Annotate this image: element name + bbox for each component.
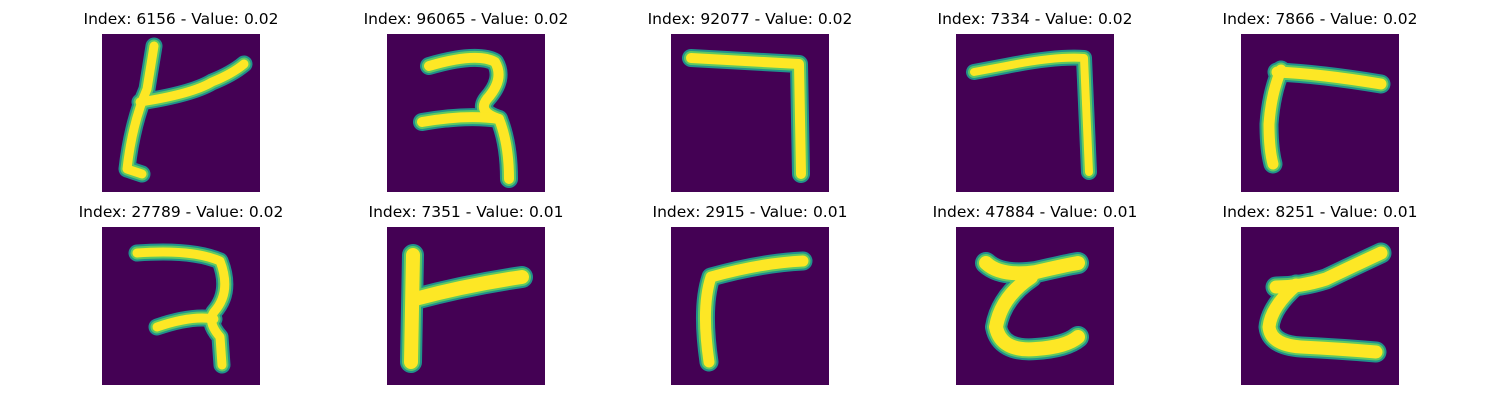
glyph-strokes xyxy=(966,49,1097,180)
glyph-stroke xyxy=(686,53,806,179)
glyph-strokes xyxy=(400,244,533,373)
digit-image xyxy=(956,34,1114,192)
glyph-stroke xyxy=(970,53,1093,176)
glyph-stroke xyxy=(979,256,1085,281)
panel-title: Index: 47884 - Value: 0.01 xyxy=(932,203,1138,221)
glyph-stroke xyxy=(132,247,230,370)
digit-image xyxy=(102,227,260,385)
glyph-strokes xyxy=(975,252,1089,361)
digit-panel-5: Index: 7866 - Value: 0.02 xyxy=(1223,10,1417,192)
digit-panel-6: Index: 27789 - Value: 0.02 xyxy=(79,203,283,385)
panel-title: Index: 8251 - Value: 0.01 xyxy=(1222,203,1418,221)
glyph-stroke xyxy=(1263,64,1287,170)
glyph-stroke xyxy=(404,248,420,369)
digit-panel-3: Index: 92077 - Value: 0.02 xyxy=(648,10,852,192)
panel-title: Index: 7866 - Value: 0.02 xyxy=(1222,10,1418,28)
glyph-strokes xyxy=(695,251,813,372)
glyph-stroke xyxy=(424,52,504,124)
glyph-strokes xyxy=(128,243,234,374)
digit-image xyxy=(387,227,545,385)
panel-title: Index: 92077 - Value: 0.02 xyxy=(647,10,853,28)
glyph-stroke xyxy=(408,270,529,306)
panel-title: Index: 7334 - Value: 0.02 xyxy=(937,10,1133,28)
digit-image xyxy=(1241,34,1399,192)
glyph-strokes xyxy=(413,48,518,188)
digit-image xyxy=(1241,227,1399,385)
glyph-stroke xyxy=(135,59,249,107)
panel-title: Index: 7351 - Value: 0.01 xyxy=(368,203,564,221)
panel-title: Index: 96065 - Value: 0.02 xyxy=(363,10,569,28)
panel-title: Index: 2915 - Value: 0.01 xyxy=(652,203,848,221)
glyph-stroke xyxy=(699,255,809,368)
digit-panel-7: Index: 7351 - Value: 0.01 xyxy=(369,203,563,385)
glyph-stroke xyxy=(1271,66,1387,90)
digit-panel-9: Index: 47884 - Value: 0.01 xyxy=(933,203,1137,385)
glyph-stroke xyxy=(417,112,514,184)
glyph-stroke xyxy=(122,41,159,179)
digit-panel-8: Index: 2915 - Value: 0.01 xyxy=(653,203,847,385)
glyph-stroke xyxy=(1262,278,1383,359)
digit-panel-4: Index: 7334 - Value: 0.02 xyxy=(938,10,1132,192)
panel-title: Index: 27789 - Value: 0.02 xyxy=(78,203,284,221)
digit-image xyxy=(671,34,829,192)
glyph-strokes xyxy=(1258,242,1392,363)
glyph-stroke xyxy=(152,313,219,332)
digit-image xyxy=(387,34,545,192)
glyph-strokes xyxy=(1259,60,1391,174)
panel-title: Index: 6156 - Value: 0.02 xyxy=(83,10,279,28)
glyph-strokes xyxy=(682,49,810,183)
digit-image xyxy=(102,34,260,192)
digit-image xyxy=(671,227,829,385)
digit-panel-10: Index: 8251 - Value: 0.01 xyxy=(1223,203,1417,385)
glyph-stroke xyxy=(989,270,1085,357)
glyph-strokes xyxy=(118,37,253,183)
digit-image xyxy=(956,227,1114,385)
digit-panel-2: Index: 96065 - Value: 0.02 xyxy=(364,10,568,192)
digit-panel-1: Index: 6156 - Value: 0.02 xyxy=(84,10,278,192)
